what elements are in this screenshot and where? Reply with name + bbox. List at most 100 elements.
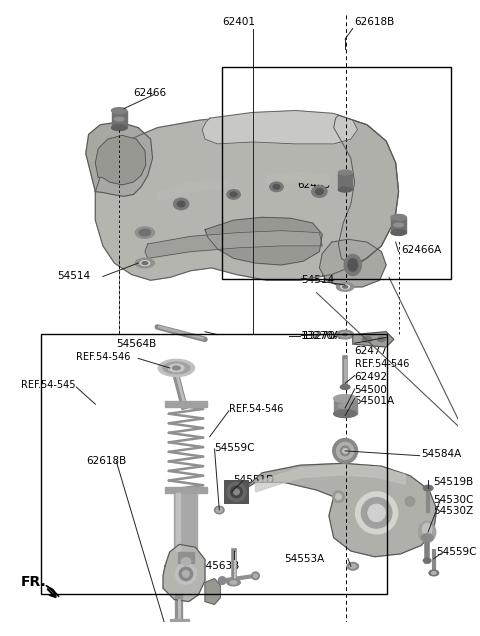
Bar: [222, 67, 451, 279]
Ellipse shape: [349, 564, 356, 568]
Text: 54559C: 54559C: [437, 547, 477, 557]
Ellipse shape: [182, 570, 189, 577]
Ellipse shape: [336, 442, 354, 459]
Text: 62485: 62485: [298, 180, 331, 190]
Text: 54500: 54500: [355, 385, 387, 395]
Ellipse shape: [142, 261, 148, 265]
Ellipse shape: [423, 558, 431, 563]
Text: 54584A: 54584A: [421, 449, 462, 459]
Ellipse shape: [273, 184, 280, 189]
Ellipse shape: [378, 337, 385, 342]
Ellipse shape: [343, 448, 348, 453]
Text: 13270A: 13270A: [303, 331, 343, 340]
Ellipse shape: [139, 229, 151, 236]
Text: FR.: FR.: [21, 576, 47, 590]
Bar: [391, 218, 406, 233]
Ellipse shape: [347, 562, 359, 570]
Ellipse shape: [419, 522, 436, 543]
Ellipse shape: [234, 489, 240, 495]
Text: 54514: 54514: [301, 275, 335, 285]
Ellipse shape: [227, 579, 240, 586]
Text: 62401: 62401: [222, 17, 255, 27]
Ellipse shape: [270, 182, 283, 191]
Ellipse shape: [253, 574, 257, 577]
Ellipse shape: [356, 492, 397, 534]
Text: 62618B: 62618B: [355, 17, 395, 27]
Ellipse shape: [172, 632, 187, 636]
Ellipse shape: [344, 254, 361, 275]
Ellipse shape: [429, 570, 439, 576]
Ellipse shape: [175, 563, 196, 584]
Ellipse shape: [334, 395, 357, 403]
Text: 62492: 62492: [355, 371, 388, 382]
Ellipse shape: [179, 567, 192, 581]
Bar: [170, 619, 189, 636]
Ellipse shape: [336, 494, 341, 499]
Ellipse shape: [181, 558, 191, 565]
Ellipse shape: [423, 485, 433, 491]
Ellipse shape: [135, 227, 155, 238]
Polygon shape: [202, 111, 358, 144]
Ellipse shape: [227, 190, 240, 199]
Ellipse shape: [340, 446, 350, 455]
Ellipse shape: [338, 187, 352, 192]
Ellipse shape: [343, 286, 348, 288]
Ellipse shape: [340, 385, 350, 389]
Text: REF.54-546: REF.54-546: [76, 352, 131, 361]
Text: REF.54-545: REF.54-545: [21, 380, 75, 390]
Polygon shape: [353, 332, 394, 347]
Ellipse shape: [114, 117, 124, 121]
Ellipse shape: [361, 497, 392, 528]
Ellipse shape: [422, 523, 432, 535]
Polygon shape: [163, 544, 205, 602]
Text: 62466: 62466: [133, 88, 167, 99]
Bar: [165, 487, 207, 493]
Text: 54514: 54514: [57, 272, 90, 281]
Ellipse shape: [216, 508, 222, 512]
Ellipse shape: [173, 366, 180, 370]
Ellipse shape: [333, 491, 344, 502]
Ellipse shape: [348, 259, 358, 271]
Bar: [176, 493, 180, 552]
Text: 62618B: 62618B: [86, 457, 126, 466]
Polygon shape: [205, 579, 220, 604]
Polygon shape: [267, 172, 329, 185]
Polygon shape: [96, 135, 146, 185]
Text: 54501A: 54501A: [355, 396, 395, 406]
Polygon shape: [205, 218, 322, 265]
Polygon shape: [86, 122, 153, 197]
Bar: [338, 172, 352, 190]
Ellipse shape: [333, 438, 358, 463]
Ellipse shape: [140, 261, 150, 265]
Ellipse shape: [338, 170, 352, 175]
Text: REF.54-546: REF.54-546: [355, 359, 409, 369]
Ellipse shape: [362, 336, 372, 342]
Bar: [178, 552, 193, 563]
Ellipse shape: [164, 624, 170, 628]
Ellipse shape: [340, 332, 350, 337]
Polygon shape: [240, 463, 437, 556]
Ellipse shape: [336, 330, 354, 339]
Ellipse shape: [336, 282, 354, 291]
Ellipse shape: [230, 192, 237, 197]
Ellipse shape: [230, 581, 237, 584]
Ellipse shape: [158, 359, 194, 377]
Ellipse shape: [111, 125, 127, 130]
Ellipse shape: [215, 506, 224, 514]
Text: 62476: 62476: [355, 335, 388, 344]
Polygon shape: [145, 231, 322, 258]
Ellipse shape: [163, 363, 190, 374]
Text: 62466A: 62466A: [401, 245, 442, 255]
Ellipse shape: [341, 285, 349, 289]
Ellipse shape: [135, 258, 155, 268]
Polygon shape: [334, 115, 398, 265]
Text: 54553A: 54553A: [284, 554, 324, 563]
Text: 54519B: 54519B: [433, 478, 473, 487]
Text: 54564B: 54564B: [116, 340, 156, 349]
Polygon shape: [96, 113, 398, 280]
Ellipse shape: [405, 497, 415, 506]
Ellipse shape: [343, 333, 348, 336]
Polygon shape: [157, 179, 229, 201]
Ellipse shape: [177, 201, 185, 207]
Bar: [111, 111, 127, 128]
